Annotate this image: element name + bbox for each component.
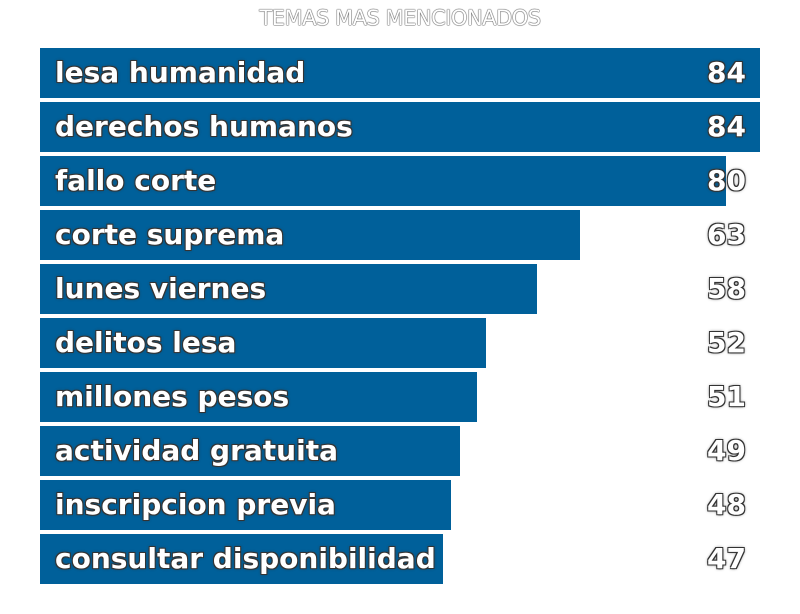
bar-label: actividad gratuita [55, 434, 338, 467]
bar [40, 318, 486, 368]
bar-label: corte suprema [55, 218, 285, 251]
bar-value-label: 84 [707, 110, 746, 143]
bar-label: inscripcion previa [55, 488, 336, 521]
bar-value-label: 52 [707, 326, 746, 359]
bar-row: millones pesos 51 [40, 372, 760, 422]
bar-value-label: 63 [707, 218, 746, 251]
bar [40, 210, 580, 260]
bar-label: consultar disponibilidad [55, 542, 436, 575]
bar-label: lunes viernes [55, 272, 267, 305]
bar-label: lesa humanidad [55, 56, 306, 89]
bar-row: actividad gratuita 49 [40, 426, 760, 476]
bar-label: fallo corte [55, 164, 217, 197]
bar-label: delitos lesa [55, 326, 237, 359]
bar [40, 102, 760, 152]
bar-label: millones pesos [55, 380, 290, 413]
bar-value-label: 51 [707, 380, 746, 413]
bar [40, 480, 451, 530]
bar-row: lunes viernes 58 [40, 264, 760, 314]
bar-value-label: 58 [707, 272, 746, 305]
bar-row: corte suprema 63 [40, 210, 760, 260]
bar-row: fallo corte 80 [40, 156, 760, 206]
bar [40, 264, 537, 314]
bar-value-label: 47 [707, 542, 746, 575]
bar [40, 48, 760, 98]
bar-value-label: 80 [707, 164, 746, 197]
bar-row: lesa humanidad 84 [40, 48, 760, 98]
bar-row: derechos humanos 84 [40, 102, 760, 152]
bar-value-label: 49 [707, 434, 746, 467]
bar-value-label: 48 [707, 488, 746, 521]
bar [40, 426, 460, 476]
bar-label: derechos humanos [55, 110, 353, 143]
bar-value-label: 84 [707, 56, 746, 89]
chart-title: TEMAS MAS MENCIONADOS [259, 6, 541, 30]
bar [40, 534, 443, 584]
bar-row: delitos lesa 52 [40, 318, 760, 368]
bar-row: inscripcion previa 48 [40, 480, 760, 530]
bar [40, 156, 726, 206]
bar [40, 372, 477, 422]
bar-row: consultar disponibilidad 47 [40, 534, 760, 584]
